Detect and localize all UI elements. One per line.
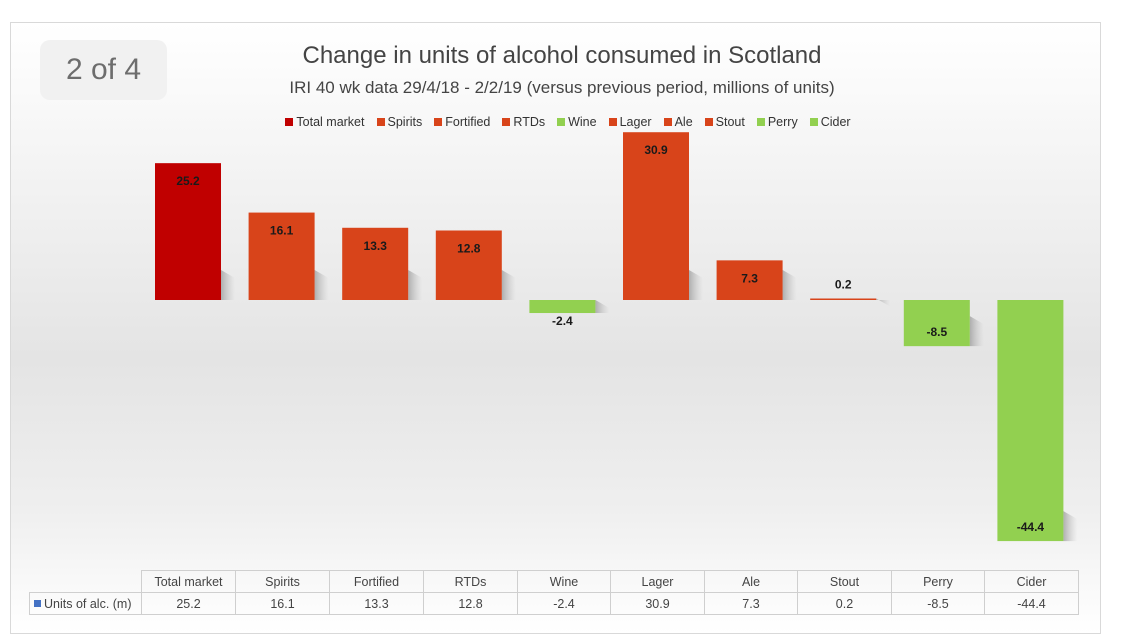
data-table-row-header: Units of alc. (m)	[29, 592, 142, 615]
legend-swatch	[434, 118, 443, 126]
bar-rtds	[435, 230, 502, 300]
bar-shadow-stout	[876, 298, 891, 307]
legend-item-fortified: Fortified	[434, 115, 490, 129]
legend-label: Stout	[715, 115, 745, 129]
legend-label: Ale	[674, 115, 693, 129]
bar-wine	[529, 300, 596, 314]
legend-swatch	[704, 118, 713, 126]
data-table-cell: 0.2	[797, 592, 892, 615]
legend-item-cider: Cider	[809, 115, 851, 129]
data-table-header: Spirits	[235, 570, 330, 593]
bar-shadow-spirits	[314, 270, 329, 300]
data-label-fortified: 13.3	[364, 239, 388, 253]
legend-label: Total market	[296, 115, 365, 129]
bars	[155, 132, 1064, 542]
legend-swatch	[557, 118, 566, 126]
data-table-cell: 25.2	[141, 592, 236, 615]
legend-item-ale: Ale	[663, 115, 693, 129]
bar-perry	[903, 300, 970, 347]
bar-ale	[716, 260, 783, 300]
bar-shadow-rtds	[501, 270, 516, 300]
data-table-header: Wine	[517, 570, 611, 593]
bar-shadows	[221, 270, 1078, 542]
data-table-cell: -2.4	[517, 592, 611, 615]
data-labels: 25.2 16.1 13.3 12.8 -2.4 30.9 7.3 0.2 -8.5 -44.4	[176, 143, 1044, 534]
data-label-rtds: 12.8	[457, 241, 481, 255]
bar-total-market	[155, 163, 221, 300]
bar-shadow-lager	[689, 270, 703, 300]
data-table-header-row: Total market Spirits Fortified RTDs Wine…	[29, 570, 1079, 593]
bar-shadow-ale	[782, 270, 797, 300]
legend-label: RTDs	[513, 115, 546, 129]
legend-item-wine: Wine	[557, 115, 597, 129]
legend-swatch	[502, 118, 511, 126]
data-label-stout: 0.2	[835, 278, 852, 292]
data-table-header: RTDs	[423, 570, 518, 593]
data-label-wine: -2.4	[552, 314, 573, 328]
legend-swatch	[756, 118, 765, 126]
bar-stout	[810, 298, 877, 300]
bar-lager	[623, 132, 689, 300]
data-table-header: Perry	[891, 570, 985, 593]
legend-swatch	[663, 118, 672, 126]
chart-legend: Total market Spirits Fortified RTDs Wine…	[0, 115, 1136, 129]
series-marker-icon	[34, 599, 41, 607]
data-table-cell: 12.8	[423, 592, 518, 615]
data-table-header: Ale	[704, 570, 798, 593]
data-table-cell: 16.1	[235, 592, 330, 615]
legend-swatch	[608, 118, 617, 126]
data-table: Total market Spirits Fortified RTDs Wine…	[29, 570, 1079, 615]
data-table-header: Cider	[984, 570, 1079, 593]
legend-swatch	[809, 118, 818, 126]
data-table-header: Lager	[610, 570, 705, 593]
chart-subtitle: IRI 40 wk data 29/4/18 - 2/2/19 (versus …	[289, 78, 835, 97]
data-label-lager: 30.9	[644, 143, 668, 157]
page-indicator-badge: 2 of 4	[40, 40, 167, 100]
bar-spirits	[248, 212, 315, 300]
legend-item-total-market: Total market	[285, 115, 365, 129]
data-label-ale: 7.3	[741, 271, 758, 285]
data-table-cell: 7.3	[704, 592, 798, 615]
legend-item-perry: Perry	[756, 115, 798, 129]
data-table-cell: -44.4	[984, 592, 1079, 615]
legend-label: Perry	[767, 115, 798, 129]
legend-label: Cider	[820, 115, 851, 129]
data-table-header: Total market	[141, 570, 236, 593]
series-name: Units of alc. (m)	[44, 596, 132, 611]
legend-item-lager: Lager	[608, 115, 652, 129]
data-label-total-market: 25.2	[176, 174, 200, 188]
data-table-cell: -8.5	[891, 592, 985, 615]
bar-shadow-cider	[1063, 511, 1078, 542]
chart-title: Change in units of alcohol consumed in S…	[302, 42, 822, 69]
data-table-header: Stout	[797, 570, 892, 593]
legend-label: Wine	[568, 115, 597, 129]
data-table-row: Units of alc. (m) 25.2 16.1 13.3 12.8 -2…	[29, 592, 1079, 615]
data-label-cider: -44.4	[1017, 520, 1045, 534]
legend-item-rtds: RTDs	[502, 115, 545, 129]
data-label-spirits: 16.1	[270, 224, 294, 238]
data-table-corner	[29, 570, 142, 593]
legend-item-stout: Stout	[704, 115, 745, 129]
legend-swatch	[376, 118, 385, 126]
bar-fortified	[342, 227, 409, 300]
bar-shadow-wine	[595, 300, 610, 314]
bar-shadow-fortified	[408, 270, 423, 300]
legend-label: Spirits	[387, 115, 423, 129]
data-table-header: Fortified	[329, 570, 424, 593]
legend-item-spirits: Spirits	[376, 115, 423, 129]
data-label-perry: -8.5	[926, 325, 947, 339]
legend-label: Fortified	[445, 115, 491, 129]
data-table-cell: 30.9	[610, 592, 705, 615]
legend-label: Lager	[619, 115, 652, 129]
bar-cider	[997, 300, 1064, 542]
bar-shadow-perry	[969, 316, 984, 347]
bar-shadow-total-market	[221, 270, 235, 300]
legend-swatch	[285, 118, 294, 126]
data-table-cell: 13.3	[329, 592, 424, 615]
